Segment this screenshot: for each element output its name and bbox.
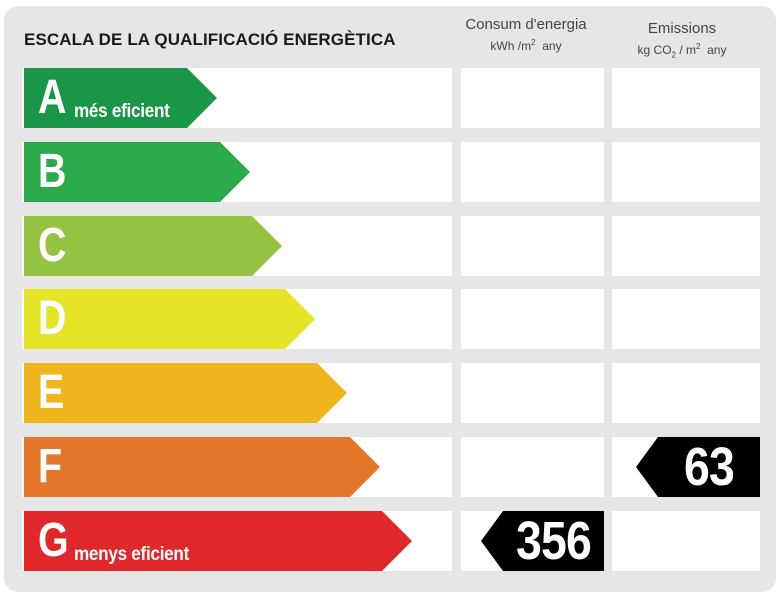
- class-label-g: menys eficient: [74, 544, 190, 565]
- class-row-e: E: [0, 363, 780, 423]
- energy-rating-marker: 356: [481, 511, 604, 571]
- class-letter-a: A: [38, 71, 67, 124]
- class-label-a: més eficient: [74, 101, 170, 122]
- class-letter-b: B: [38, 145, 67, 198]
- emissions-cell-e: [612, 363, 760, 423]
- class-row-c: C: [0, 216, 780, 276]
- class-arrow-e: E: [24, 363, 347, 423]
- emissions-column-title: Emissions: [647, 20, 717, 37]
- class-letter-f: F: [38, 440, 63, 493]
- emissions-column-header: Emissions kg CO2 / m2 any: [612, 20, 752, 60]
- emissions-cell-c: [612, 216, 760, 276]
- class-row-b: B: [0, 142, 780, 202]
- energy-cell-e: [461, 363, 604, 423]
- energy-cell-c: [461, 216, 604, 276]
- emissions-cell-b: [612, 142, 760, 202]
- emissions-cell-a: [612, 68, 760, 128]
- energy-rating-value: 356: [516, 511, 592, 571]
- class-arrow-b: B: [24, 142, 250, 202]
- class-letter-g: G: [38, 514, 69, 567]
- class-letter-d: D: [38, 292, 67, 345]
- energy-column-unit: kWh /m2 any: [490, 37, 562, 53]
- energy-cell-f: [461, 437, 604, 497]
- class-row-d: D: [0, 289, 780, 349]
- energy-column-title: Consum d'energia: [465, 16, 587, 33]
- emissions-rating-marker: 63: [636, 437, 760, 497]
- energy-cell-b: [461, 142, 604, 202]
- scale-title: ESCALA DE LA QUALIFICACIÓ ENERGÈTICA: [24, 30, 396, 49]
- emissions-column-unit: kg CO2 / m2 any: [637, 41, 727, 60]
- class-arrow-d: D: [24, 289, 315, 349]
- emissions-rating-value: 63: [684, 437, 735, 497]
- class-letter-e: E: [38, 366, 65, 419]
- class-arrow-f: F: [24, 437, 380, 497]
- energy-cell-a: [461, 68, 604, 128]
- class-row-f: F 63: [0, 437, 780, 497]
- emissions-cell-d: [612, 289, 760, 349]
- energy-column-header: Consum d'energia kWh /m2 any: [460, 16, 592, 54]
- emissions-cell-g: [612, 511, 760, 571]
- class-letter-c: C: [38, 219, 67, 272]
- energy-cell-d: [461, 289, 604, 349]
- class-arrow-c: C: [24, 216, 282, 276]
